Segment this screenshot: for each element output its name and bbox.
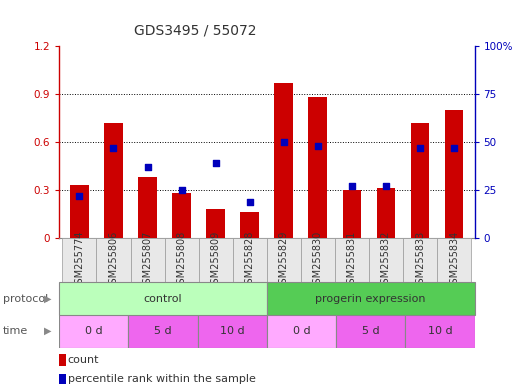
- Text: 5 d: 5 d: [154, 326, 172, 336]
- Bar: [335, 238, 369, 282]
- Point: [382, 183, 390, 189]
- Bar: [59, 315, 128, 348]
- Bar: [138, 177, 157, 238]
- Bar: [206, 209, 225, 238]
- Bar: [445, 110, 463, 238]
- Text: 0 d: 0 d: [85, 326, 103, 336]
- Text: GDS3495 / 55072: GDS3495 / 55072: [134, 23, 256, 37]
- Text: percentile rank within the sample: percentile rank within the sample: [68, 374, 255, 384]
- Bar: [233, 238, 267, 282]
- Text: GSM255808: GSM255808: [176, 230, 187, 290]
- Point: [144, 164, 152, 170]
- Text: GSM255807: GSM255807: [143, 230, 152, 290]
- Bar: [377, 189, 396, 238]
- Text: GSM255830: GSM255830: [313, 230, 323, 290]
- Text: 10 d: 10 d: [427, 326, 452, 336]
- Bar: [59, 354, 66, 366]
- Bar: [198, 315, 267, 348]
- Bar: [336, 315, 405, 348]
- Point: [348, 183, 356, 189]
- Text: GSM255806: GSM255806: [108, 230, 119, 290]
- Bar: [128, 315, 198, 348]
- Bar: [70, 185, 89, 238]
- Bar: [130, 238, 165, 282]
- Text: control: control: [144, 293, 182, 304]
- Bar: [104, 123, 123, 238]
- Bar: [199, 238, 233, 282]
- Text: 10 d: 10 d: [220, 326, 245, 336]
- Bar: [308, 97, 327, 238]
- Text: GSM255774: GSM255774: [74, 230, 85, 290]
- Text: GSM255832: GSM255832: [381, 230, 391, 290]
- Text: progerin expression: progerin expression: [315, 293, 426, 304]
- Point: [314, 143, 322, 149]
- Text: GSM255834: GSM255834: [449, 230, 459, 290]
- Bar: [96, 238, 130, 282]
- Bar: [241, 212, 259, 238]
- Point: [211, 160, 220, 166]
- Text: GSM255828: GSM255828: [245, 230, 255, 290]
- Bar: [59, 282, 267, 315]
- Point: [109, 145, 117, 151]
- Bar: [274, 83, 293, 238]
- Text: GSM255831: GSM255831: [347, 230, 357, 290]
- Text: time: time: [3, 326, 28, 336]
- Point: [246, 199, 254, 205]
- Bar: [267, 282, 475, 315]
- Bar: [405, 315, 475, 348]
- Bar: [267, 238, 301, 282]
- Bar: [165, 238, 199, 282]
- Text: count: count: [68, 355, 99, 365]
- Bar: [411, 123, 429, 238]
- Text: ▶: ▶: [44, 326, 51, 336]
- Text: 0 d: 0 d: [292, 326, 310, 336]
- Bar: [172, 193, 191, 238]
- Bar: [267, 315, 336, 348]
- Bar: [343, 190, 361, 238]
- Bar: [301, 238, 335, 282]
- Bar: [437, 238, 471, 282]
- Bar: [63, 238, 96, 282]
- Text: GSM255809: GSM255809: [211, 230, 221, 290]
- Text: GSM255833: GSM255833: [415, 230, 425, 290]
- Text: GSM255829: GSM255829: [279, 230, 289, 290]
- Point: [75, 193, 84, 199]
- Text: 5 d: 5 d: [362, 326, 380, 336]
- Text: protocol: protocol: [3, 293, 48, 304]
- Bar: [59, 374, 66, 384]
- Bar: [369, 238, 403, 282]
- Bar: [403, 238, 437, 282]
- Point: [280, 139, 288, 145]
- Text: ▶: ▶: [44, 293, 51, 304]
- Point: [416, 145, 424, 151]
- Point: [177, 187, 186, 193]
- Point: [450, 145, 458, 151]
